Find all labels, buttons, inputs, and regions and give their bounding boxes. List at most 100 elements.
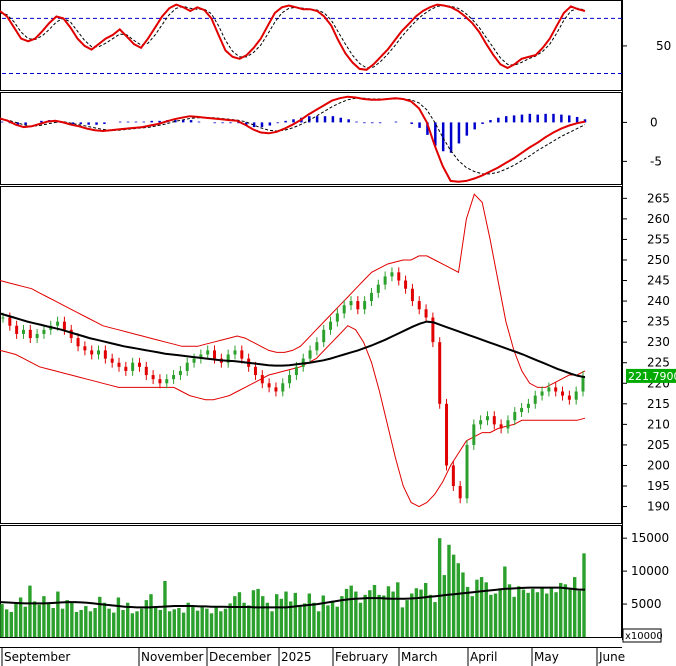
volume-bar [135, 611, 139, 637]
macd-tick-label: -5 [650, 154, 662, 168]
price-tick-label: 265 [647, 191, 670, 205]
volume-bar [498, 588, 502, 637]
price-candle-body [410, 288, 414, 302]
volume-bar [461, 572, 465, 637]
volume-bar [102, 602, 107, 637]
volume-bar [358, 602, 363, 637]
price-candle-body [165, 379, 169, 384]
volume-tick-label: 15000 [631, 531, 669, 545]
price-candle-body [240, 350, 244, 359]
price-candle-body [117, 362, 121, 367]
price-tick-label: 260 [647, 212, 670, 226]
bollinger-lower-band [0, 325, 586, 508]
volume-bar [261, 596, 265, 637]
price-tick-label: 250 [647, 253, 670, 267]
price-candle-body [178, 370, 182, 376]
volume-multiplier-label: x10000 [625, 631, 663, 642]
price-candle-body [554, 387, 558, 392]
price-candle-body [485, 416, 489, 421]
price-candle-body [308, 350, 312, 359]
volume-bar [410, 593, 414, 637]
price-panel-frame [0, 186, 622, 524]
price-candle-body [479, 420, 483, 425]
volume-bar [251, 590, 256, 637]
price-candle-body [274, 387, 278, 392]
price-candle-body [1, 317, 5, 319]
stochastic-k-line [0, 3, 586, 71]
price-candle-body [158, 379, 162, 384]
price-candle-body [69, 329, 73, 339]
price-candle-body [547, 387, 551, 392]
price-candle-body [137, 362, 141, 367]
volume-bar [116, 597, 121, 637]
volume-bar [9, 611, 14, 637]
volume-bar [326, 605, 330, 637]
price-candle-body [103, 350, 107, 359]
volume-bar [465, 586, 470, 637]
volume-bar [144, 600, 149, 637]
last-price-label-bg [626, 368, 676, 383]
price-candle-body [567, 395, 571, 400]
volume-bar [84, 606, 88, 637]
volume-bar [521, 589, 526, 637]
volume-bar [158, 609, 163, 637]
volume-bar [307, 593, 311, 637]
price-candle-body [97, 350, 101, 355]
volume-bar [535, 592, 540, 637]
price-candle-body [21, 329, 25, 334]
volume-bar [391, 591, 395, 637]
volume-bar [223, 608, 228, 637]
volume-bar [242, 602, 246, 637]
volume-bar [293, 592, 298, 637]
volume-bar [265, 602, 270, 637]
price-tick-label: 225 [647, 356, 670, 370]
month-label: November [141, 650, 203, 664]
macd-panel-frame [0, 92, 622, 185]
volume-bar [540, 587, 544, 637]
volume-bar [88, 611, 93, 637]
volume-bar [344, 588, 349, 637]
volume-bar [475, 579, 479, 637]
volume-bar [298, 606, 302, 637]
price-candle-body [513, 412, 517, 421]
volume-bar [368, 590, 372, 637]
volume-bar [559, 582, 563, 637]
volume-bar [400, 607, 405, 637]
volume-bar [479, 577, 484, 637]
volume-bar [42, 596, 46, 637]
volume-bar [153, 606, 158, 637]
volume-bar [340, 596, 344, 637]
volume-bar [37, 604, 41, 637]
price-candle-body [42, 329, 46, 334]
volume-bar [205, 608, 209, 637]
volume-bar [177, 608, 181, 637]
price-candle-body [472, 424, 476, 445]
volume-bar [23, 606, 27, 637]
price-candle-body [417, 301, 421, 310]
price-candle-body [206, 350, 210, 355]
price-candle-body [56, 321, 60, 326]
price-tick-label: 215 [647, 397, 670, 411]
price-candle-body [28, 329, 32, 339]
volume-bar [451, 554, 456, 637]
price-candle-body [349, 301, 353, 306]
volume-bar [517, 586, 521, 637]
price-candle-body [526, 403, 530, 408]
volume-bar [51, 608, 55, 637]
volume-bar [512, 596, 516, 637]
volume-bar [372, 584, 377, 637]
volume-bar [60, 608, 65, 637]
price-tick-label: 195 [647, 479, 670, 493]
volume-bar [139, 608, 144, 637]
volume-bar [414, 588, 419, 637]
price-candle-body [376, 284, 380, 293]
volume-bar [456, 563, 460, 637]
volume-bar [191, 606, 195, 637]
volume-bar [284, 591, 288, 637]
month-label: June [598, 650, 625, 664]
volume-bar [302, 603, 307, 637]
price-candle-body [199, 354, 203, 359]
volume-bar [382, 595, 386, 637]
price-candle-body [390, 272, 394, 277]
